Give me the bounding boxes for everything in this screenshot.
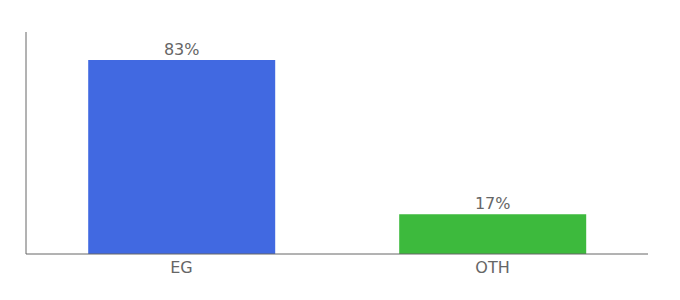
svg-text:83%: 83% [164,40,200,59]
svg-text:17%: 17% [475,194,511,213]
svg-text:OTH: OTH [475,258,509,277]
svg-text:EG: EG [170,258,193,277]
